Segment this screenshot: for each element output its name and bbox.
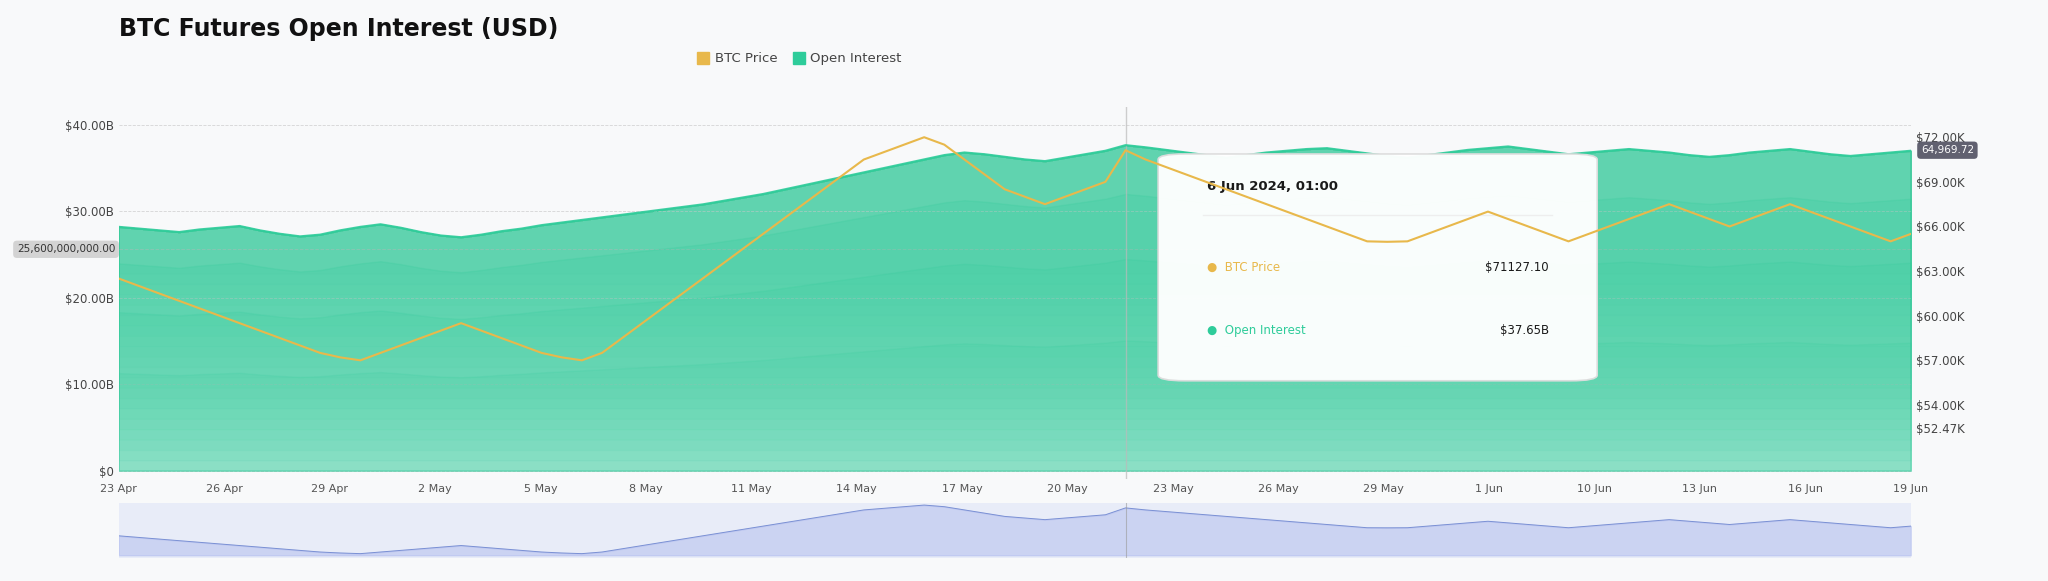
Text: 6 Jun 2024, 01:00: 6 Jun 2024, 01:00 [1206, 180, 1337, 193]
Legend: BTC Price, Open Interest: BTC Price, Open Interest [692, 47, 907, 71]
Text: ●  BTC Price: ● BTC Price [1206, 261, 1280, 274]
Text: $37.65B: $37.65B [1499, 324, 1548, 337]
Text: ●  Open Interest: ● Open Interest [1206, 324, 1305, 337]
FancyBboxPatch shape [1159, 154, 1597, 381]
Text: 6 Jun 2024, 01:00: 6 Jun 2024, 01:00 [1079, 515, 1171, 525]
Text: BTC Futures Open Interest (USD): BTC Futures Open Interest (USD) [119, 17, 559, 41]
Text: 25,600,000,000.00: 25,600,000,000.00 [16, 244, 115, 254]
Text: $71127.10: $71127.10 [1485, 261, 1548, 274]
Text: 64,969.72: 64,969.72 [1921, 145, 1974, 155]
